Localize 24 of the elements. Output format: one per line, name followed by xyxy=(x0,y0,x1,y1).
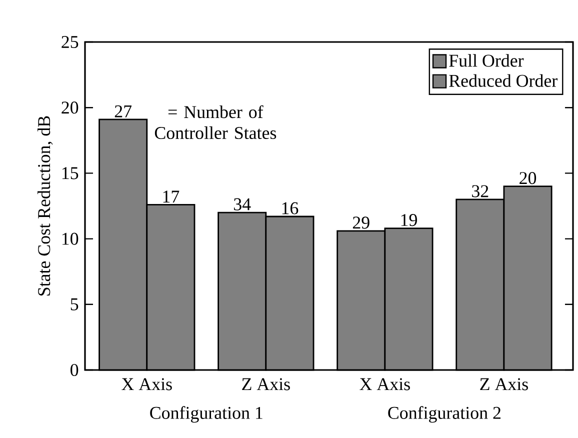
y-tick-label: 20 xyxy=(62,102,78,114)
y-axis-title: State Cost Reduction, dB xyxy=(38,116,53,296)
y-tick-label: 25 xyxy=(62,36,78,48)
y-tick-label: 10 xyxy=(62,232,78,245)
annotation: 17 xyxy=(163,190,180,202)
annotation: 29 xyxy=(352,216,370,229)
annotation: 27 xyxy=(114,105,132,118)
x-tick-label: X Axis xyxy=(122,378,172,390)
text: Configuration 2 xyxy=(388,406,500,423)
annotation: 34 xyxy=(234,198,251,210)
x-tick-label: Z Axis xyxy=(480,378,528,390)
annotation: 19 xyxy=(401,214,417,226)
x-tick-label: X Axis xyxy=(360,378,410,390)
annotation: 32 xyxy=(472,185,488,198)
annotation: 16 xyxy=(282,202,298,214)
text: Configuration 1 xyxy=(150,406,262,423)
x-tick-label: Z Axis xyxy=(242,378,290,390)
y-tick-label: 0 xyxy=(70,364,78,376)
y-tick-label: 15 xyxy=(62,167,78,180)
y-tick-label: 5 xyxy=(70,298,78,310)
annotation: = Number of Controller States xyxy=(154,105,276,140)
legend-label: Reduced Order xyxy=(449,74,558,87)
legend-label: Full Order xyxy=(449,54,524,67)
annotation: 20 xyxy=(520,172,536,184)
